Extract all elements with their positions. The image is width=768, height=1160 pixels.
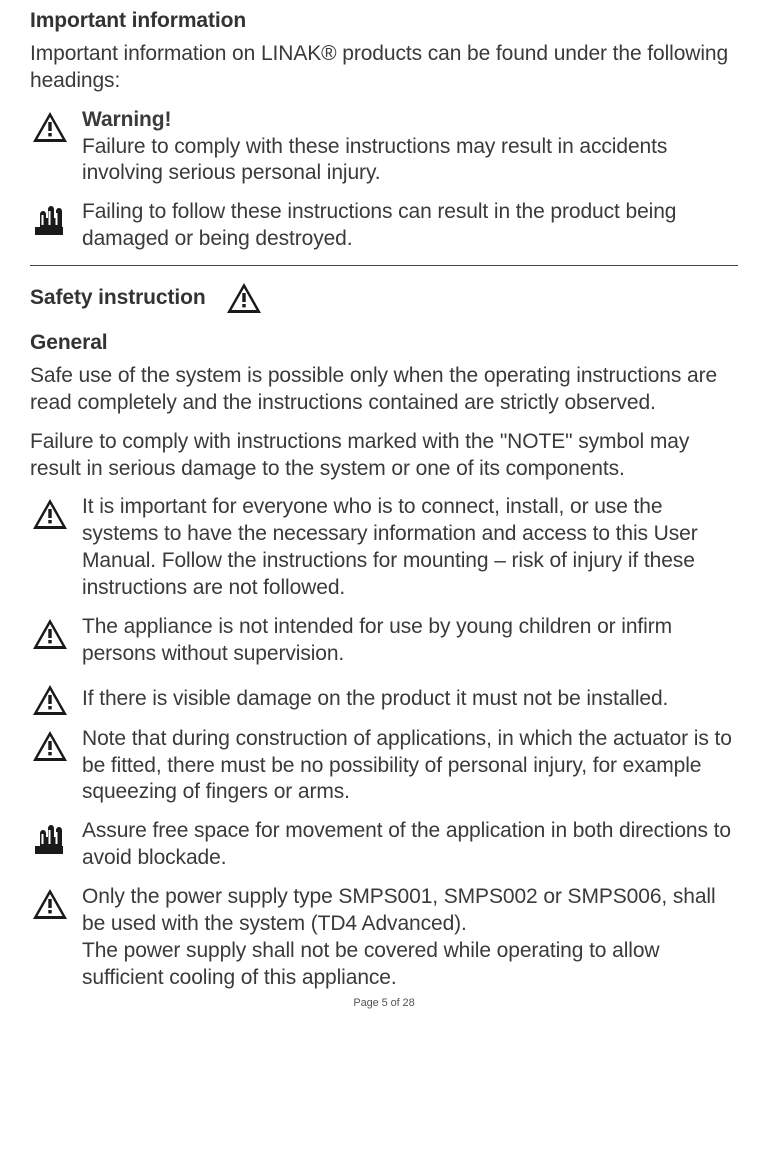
general-p1: Safe use of the system is possible only … xyxy=(30,363,738,417)
safety-heading-row: Safety instruction xyxy=(30,280,738,316)
note-text: Failing to follow these instructions can… xyxy=(82,199,738,253)
warning-icon xyxy=(30,884,82,922)
item-b-text: The appliance is not intended for use by… xyxy=(82,614,738,668)
item-f-text2: The power supply shall not be covered wh… xyxy=(82,938,738,992)
safety-title: Safety instruction xyxy=(30,285,206,312)
item-b: The appliance is not intended for use by… xyxy=(30,614,738,668)
hand-icon xyxy=(30,199,82,237)
section-title: Important information xyxy=(30,8,738,35)
item-a: It is important for everyone who is to c… xyxy=(30,494,738,602)
page-footer: Page 5 of 28 xyxy=(30,996,738,1010)
item-c: If there is visible damage on the produc… xyxy=(30,680,738,718)
warning-title: Warning! xyxy=(82,107,738,134)
warning-icon xyxy=(30,680,82,718)
item-e-text: Assure free space for movement of the ap… xyxy=(82,818,738,872)
note-block: Failing to follow these instructions can… xyxy=(30,199,738,253)
general-title: General xyxy=(30,330,738,357)
warning-icon xyxy=(224,280,264,316)
hand-icon xyxy=(30,818,82,856)
item-d: Note that during construction of applica… xyxy=(30,726,738,807)
item-f-text1: Only the power supply type SMPS001, SMPS… xyxy=(82,884,738,938)
warning-icon xyxy=(30,494,82,532)
general-p2: Failure to comply with instructions mark… xyxy=(30,429,738,483)
warning-icon xyxy=(30,726,82,764)
warning-block: Warning! Failure to comply with these in… xyxy=(30,107,738,188)
warning-text: Failure to comply with these instruction… xyxy=(82,135,667,185)
item-f: Only the power supply type SMPS001, SMPS… xyxy=(30,884,738,992)
intro-text: Important information on LINAK® products… xyxy=(30,41,738,95)
warning-icon xyxy=(30,614,82,652)
item-d-text: Note that during construction of applica… xyxy=(82,726,738,807)
divider xyxy=(30,265,738,266)
warning-icon xyxy=(30,107,82,145)
item-e: Assure free space for movement of the ap… xyxy=(30,818,738,872)
item-a-text: It is important for everyone who is to c… xyxy=(82,494,738,602)
item-c-text: If there is visible damage on the produc… xyxy=(82,680,738,713)
